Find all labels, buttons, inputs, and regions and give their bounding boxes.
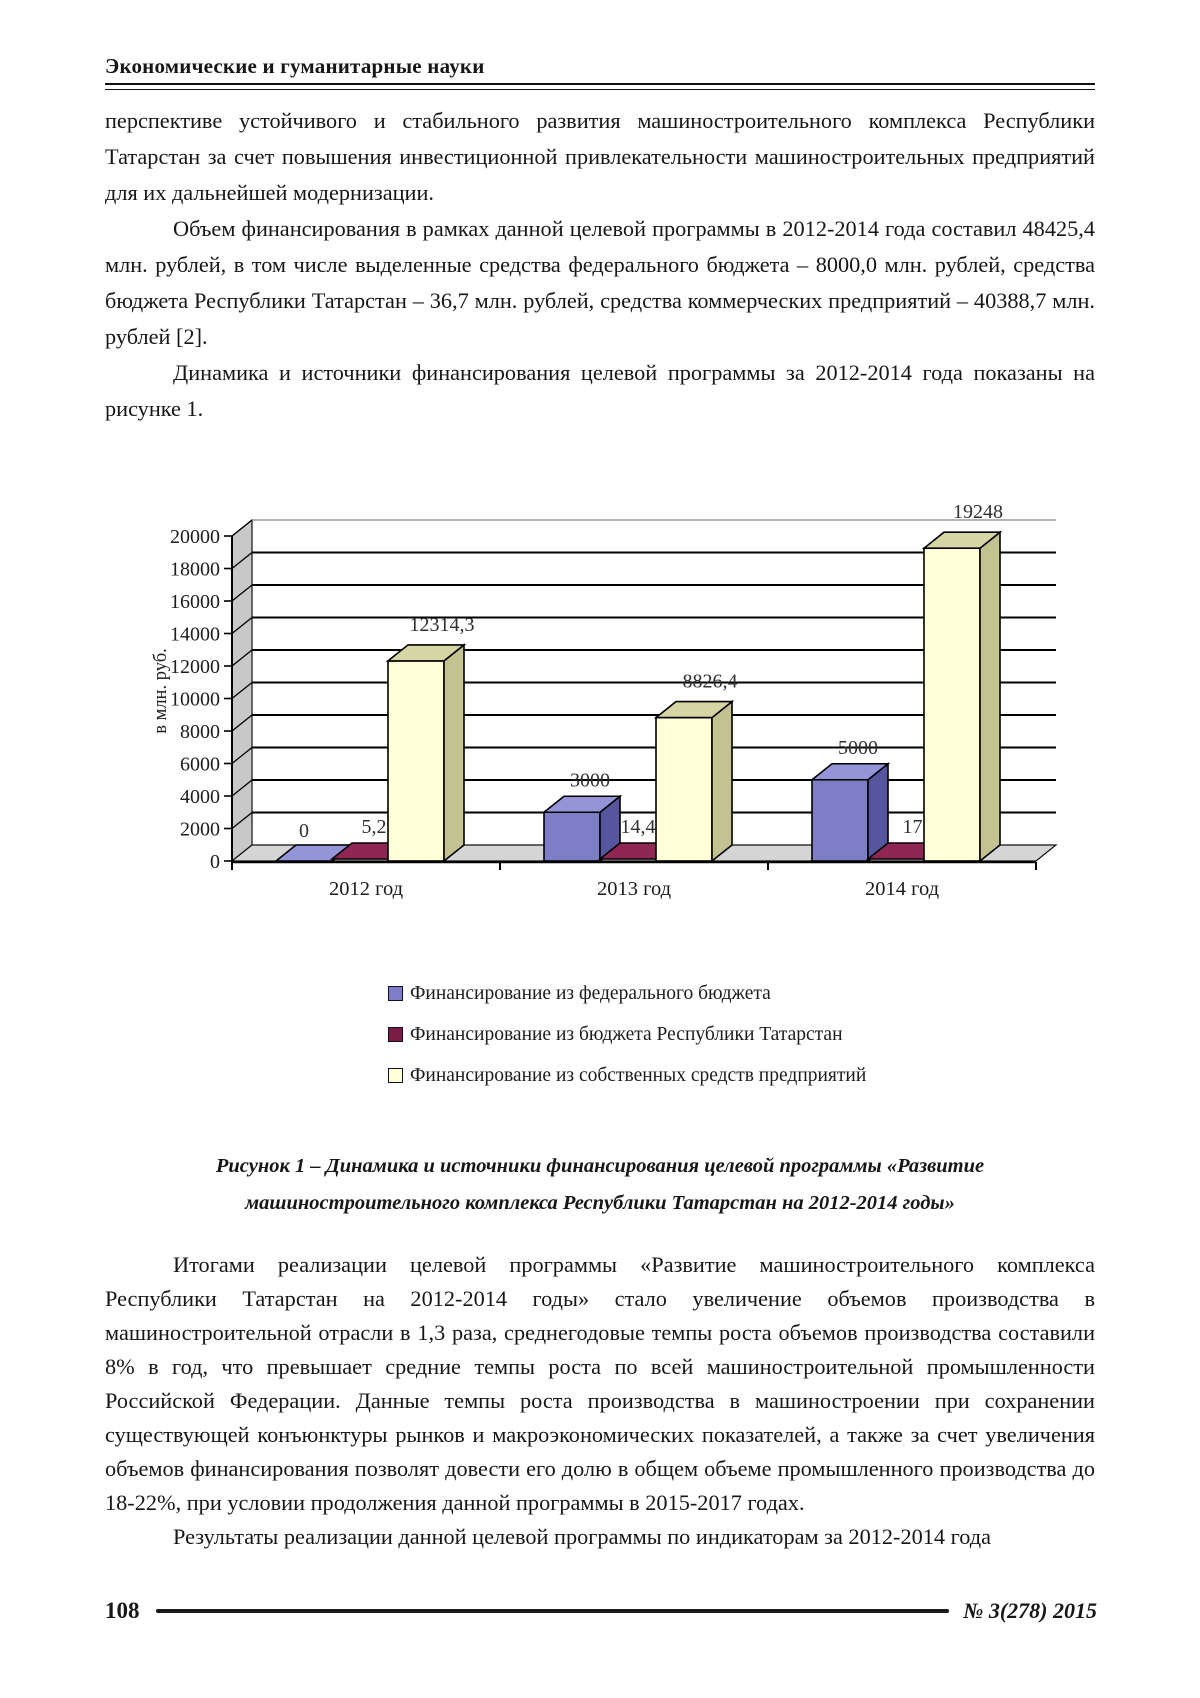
wall-stub [231, 779, 253, 797]
paragraph-1: перспективе устойчивого и стабильного ра… [105, 108, 1095, 205]
y-axis-title: в млн. руб. [151, 648, 171, 734]
legend-item: Финансирование из федерального бюджета [388, 973, 1200, 1014]
header-rule [105, 83, 1095, 90]
bar-segment [811, 778, 869, 862]
y-tick-label: 8000 [180, 721, 220, 743]
paragraph-5: Результаты реализации данной целевой про… [173, 1524, 991, 1549]
y-tick-label: 20000 [170, 526, 220, 548]
y-tick-label: 12000 [170, 656, 220, 678]
page-footer: 108 № 3(278) 2015 [105, 1598, 1097, 1624]
bar-segment [543, 811, 601, 862]
footer-rule [155, 1609, 950, 1613]
issue-label: № 3(278) 2015 [963, 1598, 1097, 1623]
legend-swatch [388, 1068, 403, 1083]
bar-value-label: 0 [299, 820, 309, 842]
wall-stub [231, 811, 253, 830]
legend-swatch [388, 986, 403, 1001]
y-tick-label: 0 [210, 851, 220, 873]
bar-value-label: 3000 [570, 769, 610, 791]
running-head: Экономические и гуманитарные науки [105, 54, 485, 78]
bar-segment [655, 716, 713, 862]
figure-caption: Рисунок 1 – Динамика и источники финанси… [0, 1148, 1200, 1222]
wall-stub [231, 551, 253, 570]
y-tick-label: 2000 [180, 819, 220, 841]
figure-caption-line2: машиностроительного комплекса Республики… [245, 1192, 955, 1214]
wall-stub [231, 584, 253, 602]
bar-value-label: 5000 [838, 737, 878, 759]
bar-segment-top [921, 531, 1003, 550]
wall-stub [231, 519, 253, 537]
bar-value-label: 5,2 [362, 816, 387, 838]
legend-item: Финансирование из собственных средств пр… [388, 1055, 1200, 1096]
finance-chart-canvas: 0 2000 4000 6000 8000 10000 12000 14000 16000 180… [151, 501, 1058, 900]
x-category-label: 2014 год [865, 878, 939, 900]
y-tick-label: 16000 [170, 591, 220, 613]
wall-stub [231, 746, 253, 765]
legend-label: Финансирование из собственных средств пр… [410, 1064, 867, 1086]
legend-swatch [388, 1027, 403, 1042]
legend-label: Финансирование из бюджета Республики Тат… [410, 1023, 843, 1045]
paragraph-2: Объем финансирования в рамках данной цел… [105, 216, 1095, 349]
y-tick-label: 18000 [170, 559, 220, 581]
wall-stub [231, 714, 253, 732]
bar-segment-top [809, 762, 891, 781]
bar-segment-side [979, 530, 1001, 863]
figure-caption-line1: Рисунок 1 – Динамика и источники финанси… [215, 1155, 985, 1177]
y-tick-label: 14000 [170, 624, 220, 646]
y-tick-label: 10000 [170, 689, 220, 711]
finance-chart: 0 2000 4000 6000 8000 10000 12000 14000 16000 180… [0, 433, 1200, 903]
bar-segment-side [443, 643, 465, 863]
bar-value-label: 14,4 [621, 816, 656, 838]
wall-stub [231, 616, 253, 635]
bar-value-label: 12314,3 [410, 614, 475, 636]
wall-stub [231, 681, 253, 700]
legend-label: Финансирование из федерального бюджета [410, 982, 771, 1004]
chart-legend: Финансирование из федерального бюджета Фи… [388, 973, 1200, 1096]
bar-value-label: 19248 [953, 501, 1003, 523]
y-tick-label: 6000 [180, 754, 220, 776]
page-number: 108 [105, 1598, 140, 1623]
x-category-label: 2012 год [329, 878, 403, 900]
bar-segment-top [653, 700, 735, 719]
paragraph-3: Динамика и источники финансирования целе… [105, 360, 1095, 421]
bar-segment-side [711, 699, 733, 863]
y-tick-label: 4000 [180, 786, 220, 808]
wall-stub [231, 649, 253, 667]
bar-segment [923, 547, 981, 862]
bar-segment [387, 660, 445, 862]
x-category-label: 2013 год [597, 878, 671, 900]
legend-item: Финансирование из бюджета Республики Тат… [388, 1014, 1200, 1055]
bar-value-label: 8826,4 [683, 671, 738, 693]
figure-1: 0 2000 4000 6000 8000 10000 12000 14000 16000 180… [0, 433, 1200, 1222]
paragraph-4: Итогами реализации целевой программы «Ра… [105, 1252, 1095, 1515]
bar-segment-top [541, 795, 623, 814]
bar-segment-top [385, 644, 467, 662]
